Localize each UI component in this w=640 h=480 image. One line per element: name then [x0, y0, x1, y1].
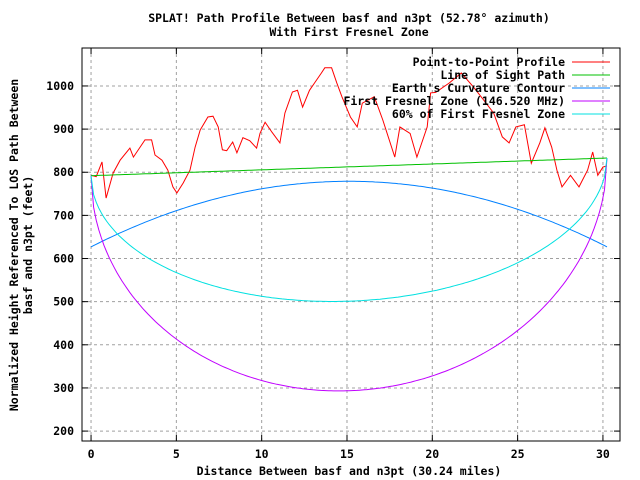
- legend-label: Line of Sight Path: [440, 68, 565, 82]
- chart-title: SPLAT! Path Profile Between basf and n3p…: [148, 11, 550, 25]
- x-tick-label: 30: [596, 447, 610, 461]
- y-tick-label: 200: [53, 424, 74, 438]
- legend-label: 60% of First Fresnel Zone: [392, 107, 565, 121]
- x-tick-label: 20: [425, 447, 439, 461]
- y-tick-label: 500: [53, 295, 74, 309]
- plot-frame: [81, 47, 621, 442]
- y-tick-label: 400: [53, 338, 74, 352]
- x-axis-label: Distance Between basf and n3pt (30.24 mi…: [197, 464, 502, 478]
- y-tick-label: 800: [53, 165, 74, 179]
- series-line-2: [90, 180, 608, 248]
- series-line-3: [90, 157, 608, 392]
- x-tick-label: 10: [255, 447, 269, 461]
- series-line-0: [90, 67, 608, 199]
- series-line-4: [90, 157, 608, 302]
- y-axis-label-line1: Normalized Height Referenced To LOS Path…: [7, 79, 21, 411]
- series-group: [90, 67, 608, 392]
- chart-subtitle: With First Fresnel Zone: [269, 25, 428, 39]
- legend-label: Point-to-Point Profile: [413, 55, 565, 69]
- x-tick-label: 25: [511, 447, 525, 461]
- y-tick-label: 900: [53, 122, 74, 136]
- x-tick-label: 15: [340, 447, 354, 461]
- series-line-1: [90, 157, 608, 177]
- x-tick-label: 0: [88, 447, 95, 461]
- y-tick-label: 1000: [46, 79, 74, 93]
- y-axis-label-line2: basf and n3pt (feet): [21, 176, 35, 314]
- legend-label: First Fresnel Zone (146.520 MHz): [343, 94, 565, 108]
- y-tick-label: 700: [53, 208, 74, 222]
- axis-ticks: 0 5 10 15 20 25 30 200 300 400 500 600 700 800 900 1000: [46, 48, 620, 461]
- x-tick-label: 5: [173, 447, 180, 461]
- y-tick-label: 300: [53, 381, 74, 395]
- y-tick-label: 600: [53, 252, 74, 266]
- legend-label: Earth's Curvature Contour: [392, 81, 565, 95]
